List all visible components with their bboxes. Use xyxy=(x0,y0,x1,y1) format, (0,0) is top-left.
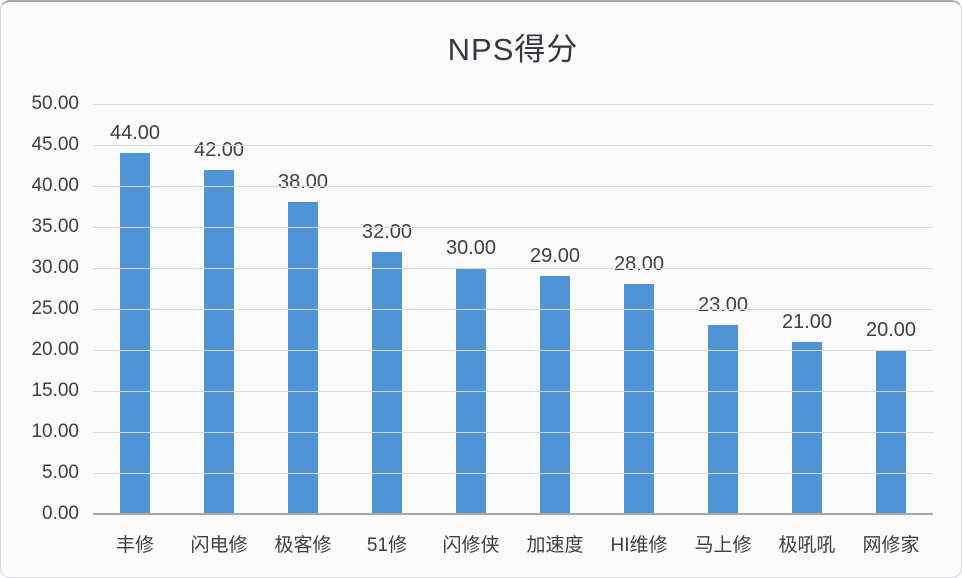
gridline xyxy=(93,268,933,269)
x-category-label: 闪修侠 xyxy=(442,535,500,556)
y-tick-label: 50.00 xyxy=(31,93,79,114)
bar-slot: 38.00 xyxy=(261,104,345,514)
bar-slot: 29.00 xyxy=(513,104,597,514)
y-tick-label: 30.00 xyxy=(31,257,79,278)
bar-value-label: 21.00 xyxy=(781,310,833,333)
y-tick-label: 15.00 xyxy=(31,380,79,401)
bar xyxy=(624,284,654,514)
x-category-label: 马上修 xyxy=(694,535,752,556)
x-category-label: 加速度 xyxy=(526,535,584,556)
x-category-label: 51修 xyxy=(366,535,408,556)
bar-slot: 32.00 xyxy=(345,104,429,514)
bar-value-label: 32.00 xyxy=(361,220,413,243)
y-tick-label: 5.00 xyxy=(42,462,79,483)
gridline xyxy=(93,473,933,474)
bar-value-label: 28.00 xyxy=(613,253,665,276)
bar xyxy=(540,276,570,514)
bar xyxy=(204,169,234,514)
bar-value-label: 44.00 xyxy=(109,122,161,145)
y-tick-label: 0.00 xyxy=(42,503,79,524)
bar-value-label: 29.00 xyxy=(529,245,581,268)
bar xyxy=(792,341,822,514)
gridline xyxy=(93,186,933,187)
bar-value-label: 30.00 xyxy=(445,237,497,259)
y-tick-label: 40.00 xyxy=(31,175,79,196)
y-axis: 50.00 45.00 40.00 35.00 30.00 25.00 20.00 15.00… xyxy=(1,93,79,524)
gridline xyxy=(93,350,933,351)
y-tick-label: 25.00 xyxy=(31,298,79,319)
bar-value-label: 23.00 xyxy=(697,294,749,317)
bar-slot: 44.00 xyxy=(93,104,177,514)
y-tick-label: 10.00 xyxy=(31,421,79,442)
gridline xyxy=(93,145,933,146)
x-category-label: 极吼吼 xyxy=(778,535,836,556)
gridline xyxy=(93,432,933,433)
x-category-label: 极客修 xyxy=(274,535,332,556)
bar-slot: 23.00 xyxy=(681,104,765,514)
bar-value-label: 38.00 xyxy=(277,171,329,194)
bar-value-label: 20.00 xyxy=(865,319,917,341)
bar-series: 44.00 42.00 38.00 32.00 30.00 29.00 28.00 23.00… xyxy=(93,104,933,514)
bar xyxy=(120,153,150,514)
x-category-label: HI维修 xyxy=(610,535,668,556)
bar-value-label: 42.00 xyxy=(193,138,245,161)
chart-title: NPS得分 xyxy=(447,32,579,67)
bar xyxy=(288,202,318,514)
x-category-label: 网修家 xyxy=(862,535,920,556)
gridline xyxy=(93,104,933,105)
gridline xyxy=(93,391,933,392)
x-category-label: 闪电修 xyxy=(190,535,248,556)
x-axis-line xyxy=(93,513,933,515)
gridline xyxy=(93,309,933,310)
bar-slot: 28.00 xyxy=(597,104,681,514)
bar xyxy=(372,251,402,514)
gridline xyxy=(93,227,933,228)
y-tick-label: 35.00 xyxy=(31,216,79,237)
y-tick-label: 45.00 xyxy=(31,134,79,155)
bar-slot: 21.00 xyxy=(765,104,849,514)
y-tick-label: 20.00 xyxy=(31,339,79,360)
x-category-label: 丰修 xyxy=(115,535,154,556)
x-axis: 丰修 闪电修 极客修 51修 闪修侠 加速度 HI维修 马上修 极吼吼 网修家 xyxy=(93,530,933,557)
bar xyxy=(708,325,738,514)
plot-area: 44.00 42.00 38.00 32.00 30.00 29.00 28.00 23.00… xyxy=(93,104,933,515)
